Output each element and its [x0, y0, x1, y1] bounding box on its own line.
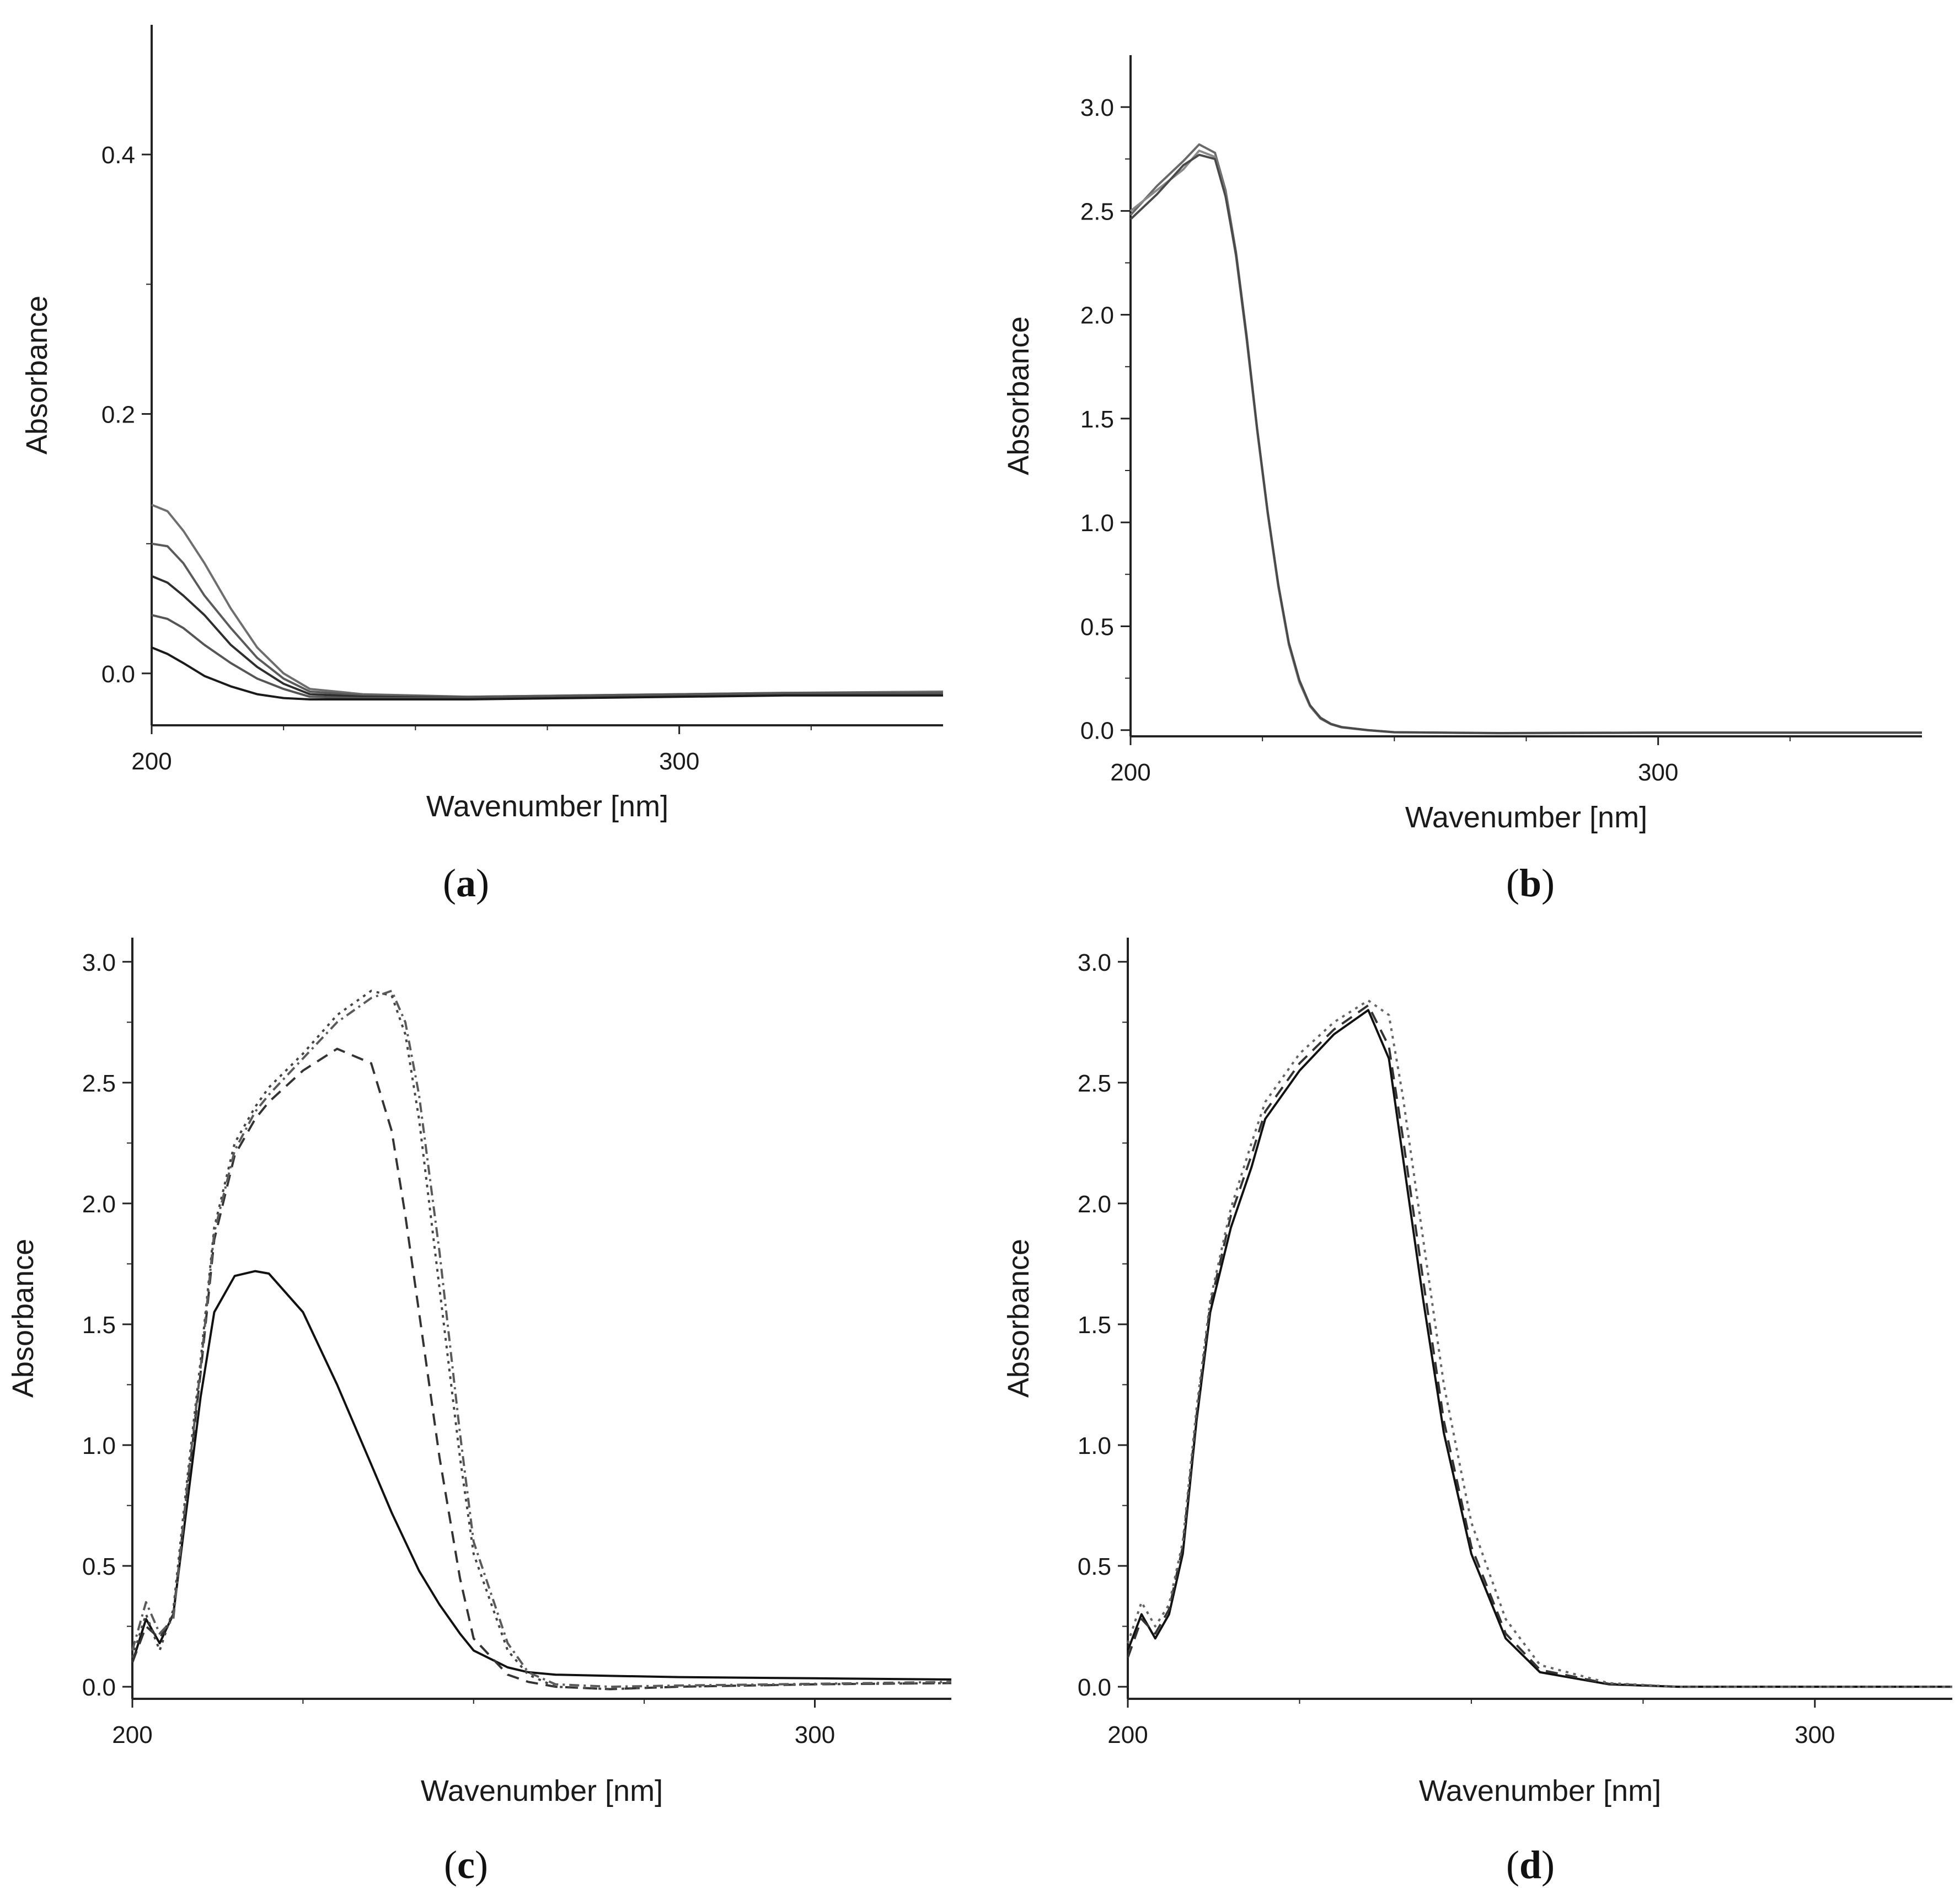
panel-label-close: ): [476, 861, 489, 905]
chart-panel-d: 0.0 0.5 1.0 1.5 2.0 2.5 3.0 200 300 Wavenumber [n…: [1002, 938, 1952, 1807]
series-line-dotted: [131, 990, 952, 1691]
panel-label-d: (d): [1448, 1842, 1613, 1888]
panel-label-close: ): [1541, 861, 1555, 905]
y-tick-label: 2.0: [1078, 1191, 1111, 1218]
y-tick-label: 0.0: [1078, 1674, 1111, 1701]
panel-label-letter: c: [457, 1843, 475, 1887]
x-tick-label: 200: [1110, 759, 1150, 786]
series-line-dashed: [131, 1047, 952, 1691]
panel-label-a: (a): [383, 860, 549, 906]
y-tick-label: 2.5: [1078, 1070, 1111, 1097]
y-tick-label: 0.0: [82, 1674, 116, 1701]
y-tick-label: 1.5: [82, 1312, 116, 1339]
chart-panel-b: 0.0 0.5 1.0 1.5 2.0 2.5 3.0 200 300 Wavenumber [n…: [1002, 55, 1922, 834]
chart-panel-a: 0.0 0.2 0.4 200 300 Wavenumber [nm] Absorbance: [20, 25, 944, 823]
x-tick-label: 200: [131, 748, 172, 775]
series-line-3: [151, 575, 943, 699]
y-tick-label: 1.0: [1080, 510, 1114, 537]
series-line-4: [151, 614, 943, 699]
panel-label-c: (c): [383, 1842, 549, 1888]
series-line-solid: [131, 1270, 952, 1681]
series-line-dotted: [1127, 999, 1952, 1688]
y-axis-label: Absorbance: [7, 1239, 40, 1398]
series-line-2: [1129, 149, 1922, 735]
panel-label-close: ): [1541, 1843, 1555, 1887]
x-axis-label: Wavenumber [nm]: [1405, 801, 1647, 834]
y-tick-label: 1.0: [82, 1432, 116, 1459]
y-tick-label: 2.0: [82, 1191, 116, 1218]
panel-label-letter: d: [1519, 1843, 1542, 1887]
series-line-dashed: [1127, 1004, 1952, 1688]
panel-label-open: (: [444, 1843, 458, 1887]
x-tick-label: 300: [659, 748, 699, 775]
y-tick-label: 3.0: [1078, 949, 1111, 976]
series-line-2: [151, 542, 943, 698]
y-tick-label: 0.4: [101, 142, 135, 169]
series-line-5: [151, 646, 943, 700]
series-line-dash-dot: [131, 990, 952, 1688]
y-tick-label: 2.5: [1080, 198, 1114, 225]
y-axis-label: Absorbance: [1002, 316, 1035, 475]
panel-label-open: (: [1506, 861, 1519, 905]
panel-label-open: (: [443, 861, 456, 905]
y-tick-label: 0.5: [1078, 1553, 1111, 1580]
series-line-1: [1129, 143, 1922, 735]
x-tick-label: 300: [795, 1721, 835, 1748]
x-tick-label: 200: [112, 1721, 152, 1748]
panel-label-letter: b: [1519, 861, 1542, 905]
x-tick-label: 200: [1107, 1721, 1148, 1748]
series-line-solid: [1127, 1009, 1952, 1688]
y-tick-label: 2.5: [82, 1070, 116, 1097]
x-tick-label: 300: [1795, 1721, 1835, 1748]
chart-panel-c: 0.0 0.5 1.0 1.5 2.0 2.5 3.0 200 300 Wavenumber [n…: [7, 938, 952, 1807]
y-tick-label: 0.5: [82, 1553, 116, 1580]
series-line-3: [1129, 153, 1922, 734]
x-axis-label: Wavenumber [nm]: [1419, 1774, 1661, 1807]
x-tick-label: 300: [1638, 759, 1678, 786]
panel-label-open: (: [1506, 1843, 1519, 1887]
y-tick-label: 3.0: [1080, 94, 1114, 121]
x-axis-label: Wavenumber [nm]: [421, 1774, 663, 1807]
panel-label-letter: a: [456, 861, 476, 905]
y-axis-label: Absorbance: [1002, 1239, 1035, 1398]
panel-label-b: (b): [1448, 860, 1613, 906]
y-tick-label: 0.2: [101, 402, 135, 429]
y-tick-label: 2.0: [1080, 302, 1114, 329]
y-tick-label: 1.5: [1080, 406, 1114, 433]
y-tick-label: 3.0: [82, 949, 116, 976]
y-axis-label: Absorbance: [20, 296, 53, 454]
y-tick-label: 0.0: [101, 661, 135, 688]
y-tick-label: 0.0: [1080, 718, 1114, 745]
x-axis-label: Wavenumber [nm]: [426, 790, 668, 823]
panel-label-close: ): [474, 1843, 488, 1887]
y-tick-label: 1.5: [1078, 1312, 1111, 1339]
y-tick-label: 1.0: [1078, 1432, 1111, 1459]
y-tick-label: 0.5: [1080, 613, 1114, 640]
